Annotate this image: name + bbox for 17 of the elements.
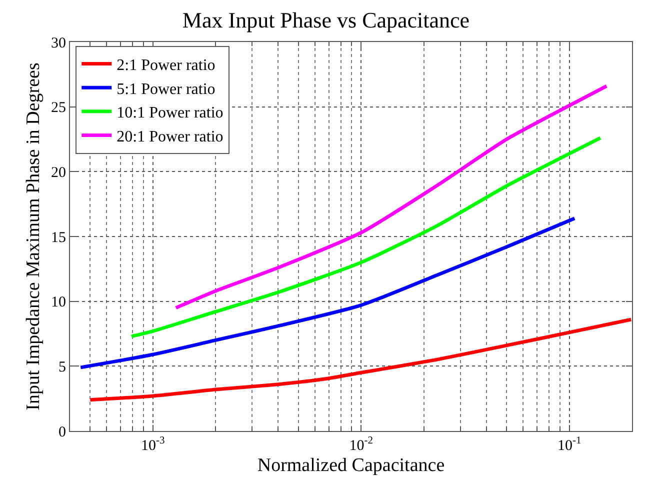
legend-label: 20:1 Power ratio bbox=[116, 128, 224, 146]
legend-label: 2:1 Power ratio bbox=[116, 57, 216, 74]
x-tick-label: 10$^{-2}$ bbox=[349, 436, 373, 454]
x-tick-label: 10$^{-3}$ bbox=[140, 436, 165, 454]
y-tick-label: 10 bbox=[51, 294, 66, 311]
chart-title: Max Input Phase vs Capacitance bbox=[182, 7, 470, 32]
y-tick-label: 20 bbox=[51, 164, 66, 181]
y-tick-label: 30 bbox=[51, 35, 66, 52]
y-tick-label: 25 bbox=[51, 100, 66, 116]
x-tick-label: 10$^{-1}$ bbox=[557, 436, 582, 454]
y-tick-label: 5 bbox=[58, 359, 66, 376]
legend-label: 10:1 Power ratio bbox=[116, 104, 224, 122]
y-axis-title: Input Impedance Maximum Phase in Degrees bbox=[22, 62, 44, 410]
y-tick-label: 15 bbox=[51, 230, 66, 246]
x-axis-title: Normalized Capacitance bbox=[257, 454, 445, 476]
y-tick-label: 0 bbox=[58, 424, 66, 440]
legend-label: 5:1 Power ratio bbox=[116, 80, 216, 98]
